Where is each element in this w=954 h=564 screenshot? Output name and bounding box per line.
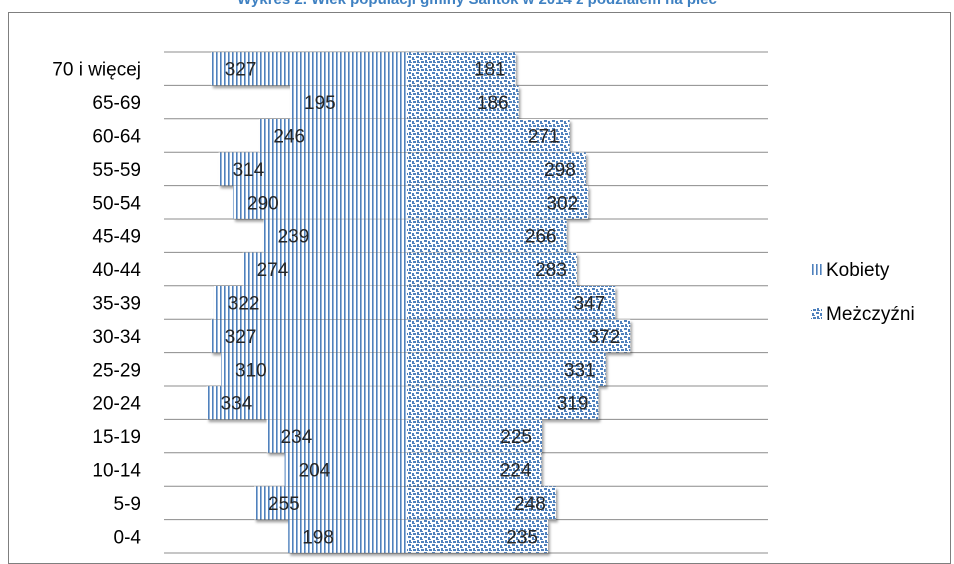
- data-label-kobiety: 234: [281, 427, 313, 448]
- bar-mezczyzni: [407, 286, 616, 319]
- bar-mezczyzni: [407, 152, 586, 186]
- legend-swatch-mezczyzni: [811, 308, 822, 319]
- category-label: 60-64: [92, 127, 141, 148]
- category-label: 10-14: [92, 461, 141, 482]
- bar-mezczyzni: [407, 252, 577, 286]
- data-label-mezczyzni: 235: [506, 527, 538, 548]
- data-label-mezczyzni: 271: [528, 127, 560, 148]
- bar-kobiety: [288, 519, 407, 553]
- bar-kobiety: [263, 219, 407, 253]
- data-label-mezczyzni: 225: [500, 427, 532, 448]
- gridlines: [164, 51, 768, 554]
- data-label-kobiety: 327: [225, 327, 257, 348]
- bar-mezczyzni: [407, 386, 599, 420]
- category-label: 40-44: [92, 260, 141, 281]
- data-label-kobiety: 255: [268, 494, 300, 515]
- category-label: 0-4: [114, 527, 142, 548]
- bar-mezczyzni: [407, 185, 589, 219]
- data-label-mezczyzni: 372: [588, 327, 620, 348]
- bar-kobiety: [290, 85, 407, 119]
- bar-kobiety: [221, 352, 407, 386]
- bar-kobiety: [259, 119, 407, 152]
- bar-kobiety: [218, 152, 407, 186]
- legend-label-mezczyzni: Meżczyźni: [826, 304, 915, 325]
- data-label-kobiety: 246: [273, 127, 305, 148]
- data-label-kobiety: 204: [299, 461, 331, 482]
- category-label: 5-9: [114, 494, 141, 515]
- bar-mezczyzni: [407, 85, 519, 119]
- bar-mezczyzni: [407, 453, 542, 486]
- bar-mezczyzni: [407, 486, 556, 520]
- data-label-kobiety: 322: [228, 294, 260, 315]
- data-label-mezczyzni: 298: [544, 160, 576, 181]
- category-label: 15-19: [92, 427, 141, 448]
- data-label-mezczyzni: 347: [573, 294, 605, 315]
- bar-kobiety: [242, 252, 407, 286]
- data-label-kobiety: 290: [247, 193, 279, 214]
- legend: Kobiety Meżczyźni: [811, 260, 915, 325]
- category-label: 30-34: [92, 327, 141, 348]
- data-label-kobiety: 327: [225, 60, 257, 81]
- bar-kobiety: [210, 319, 407, 353]
- bar-kobiety: [266, 419, 407, 453]
- bar-mezczyzni: [407, 352, 606, 386]
- category-label: 70 i więcej: [52, 60, 141, 81]
- category-labels: 70 i więcej 65-69 60-64 55-59 50-54 45-49 40-4…: [52, 60, 141, 549]
- data-labels: 327 181 195 186 246 271 314 298 290 302 239 266 274 2…: [221, 60, 621, 549]
- bar-kobiety: [213, 286, 407, 319]
- category-label: 65-69: [92, 93, 141, 114]
- bar-mezczyzni: [407, 519, 548, 553]
- data-label-kobiety: 310: [235, 360, 267, 381]
- bar-kobiety: [284, 453, 407, 486]
- data-label-kobiety: 274: [257, 260, 289, 281]
- data-label-mezczyzni: 186: [477, 93, 509, 114]
- data-label-kobiety: 314: [233, 160, 265, 181]
- category-label: 25-29: [92, 360, 141, 381]
- bar-kobiety: [206, 386, 407, 420]
- data-label-kobiety: 239: [278, 227, 310, 248]
- data-label-mezczyzni: 283: [535, 260, 567, 281]
- category-label: 55-59: [92, 160, 141, 181]
- data-label-mezczyzni: 224: [500, 461, 532, 482]
- data-label-mezczyzni: 181: [474, 60, 506, 81]
- bar-kobiety: [210, 52, 407, 86]
- data-label-mezczyzni: 302: [546, 193, 578, 214]
- data-label-mezczyzni: 331: [564, 360, 596, 381]
- bar-kobiety: [233, 185, 407, 219]
- category-label: 35-39: [92, 294, 141, 315]
- data-label-kobiety: 198: [302, 527, 334, 548]
- data-label-mezczyzni: 319: [557, 394, 589, 415]
- legend-swatch-kobiety: [811, 264, 822, 275]
- bar-mezczyzni: [407, 219, 567, 253]
- data-label-kobiety: 334: [221, 394, 253, 415]
- category-label: 45-49: [92, 227, 141, 248]
- bar-mezczyzni: [407, 52, 516, 86]
- bar-mezczyzni: [407, 419, 542, 453]
- category-label: 50-54: [92, 193, 141, 214]
- bar-mezczyzni: [407, 319, 631, 353]
- bar-mezczyzni: [407, 119, 570, 152]
- bar-kobiety: [254, 486, 407, 520]
- chart-title: Wykres 2. Wiek populacji gminy Santok w …: [0, 0, 954, 10]
- data-label-kobiety: 195: [304, 93, 336, 114]
- bars: [206, 52, 631, 553]
- data-label-mezczyzni: 248: [514, 494, 546, 515]
- category-label: 20-24: [92, 394, 141, 415]
- data-label-mezczyzni: 266: [525, 227, 557, 248]
- legend-label-kobiety: Kobiety: [826, 260, 890, 281]
